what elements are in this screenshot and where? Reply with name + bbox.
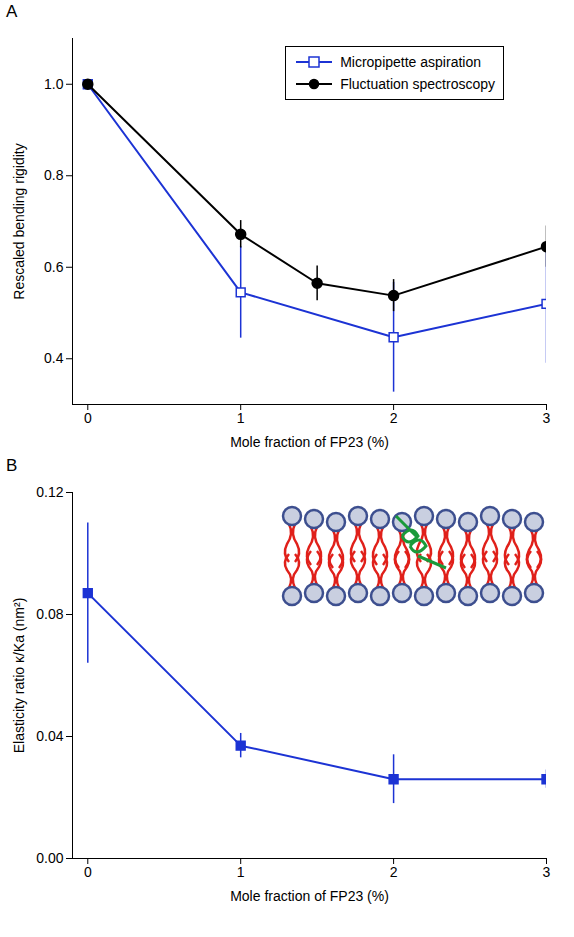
svg-text:0.8: 0.8 bbox=[44, 167, 64, 183]
svg-text:1: 1 bbox=[237, 410, 245, 426]
html-text:B: B bbox=[6, 456, 18, 475]
html-text:Fluctuation spectroscopy: Fluctuation spectroscopy bbox=[340, 76, 495, 92]
svg-text:3: 3 bbox=[543, 410, 551, 426]
html-text:Micropipette aspiration: Micropipette aspiration bbox=[340, 54, 481, 70]
svg-text:0.12: 0.12 bbox=[36, 484, 63, 500]
svg-text:0.6: 0.6 bbox=[44, 259, 64, 275]
svg-text:1: 1 bbox=[237, 864, 245, 880]
svg-text:0: 0 bbox=[84, 864, 92, 880]
svg-text:0.00: 0.00 bbox=[36, 850, 63, 866]
svg-text:0.08: 0.08 bbox=[36, 606, 63, 622]
svg-text:3: 3 bbox=[543, 864, 551, 880]
svg-text:2: 2 bbox=[390, 864, 398, 880]
svg-text:0.04: 0.04 bbox=[36, 728, 63, 744]
svg-text:0.4: 0.4 bbox=[44, 350, 64, 366]
svg-text:Elasticity ratio κ/Ka (nm²): Elasticity ratio κ/Ka (nm²) bbox=[11, 598, 27, 754]
svg-text:Mole fraction of FP23 (%): Mole fraction of FP23 (%) bbox=[230, 434, 389, 450]
html-text:A: A bbox=[6, 2, 18, 21]
svg-text:Rescaled bending rigidity: Rescaled bending rigidity bbox=[11, 143, 27, 299]
svg-text:2: 2 bbox=[390, 410, 398, 426]
svg-text:Mole fraction of FP23 (%): Mole fraction of FP23 (%) bbox=[230, 888, 389, 904]
svg-text:1.0: 1.0 bbox=[44, 76, 64, 92]
svg-text:0: 0 bbox=[84, 410, 92, 426]
